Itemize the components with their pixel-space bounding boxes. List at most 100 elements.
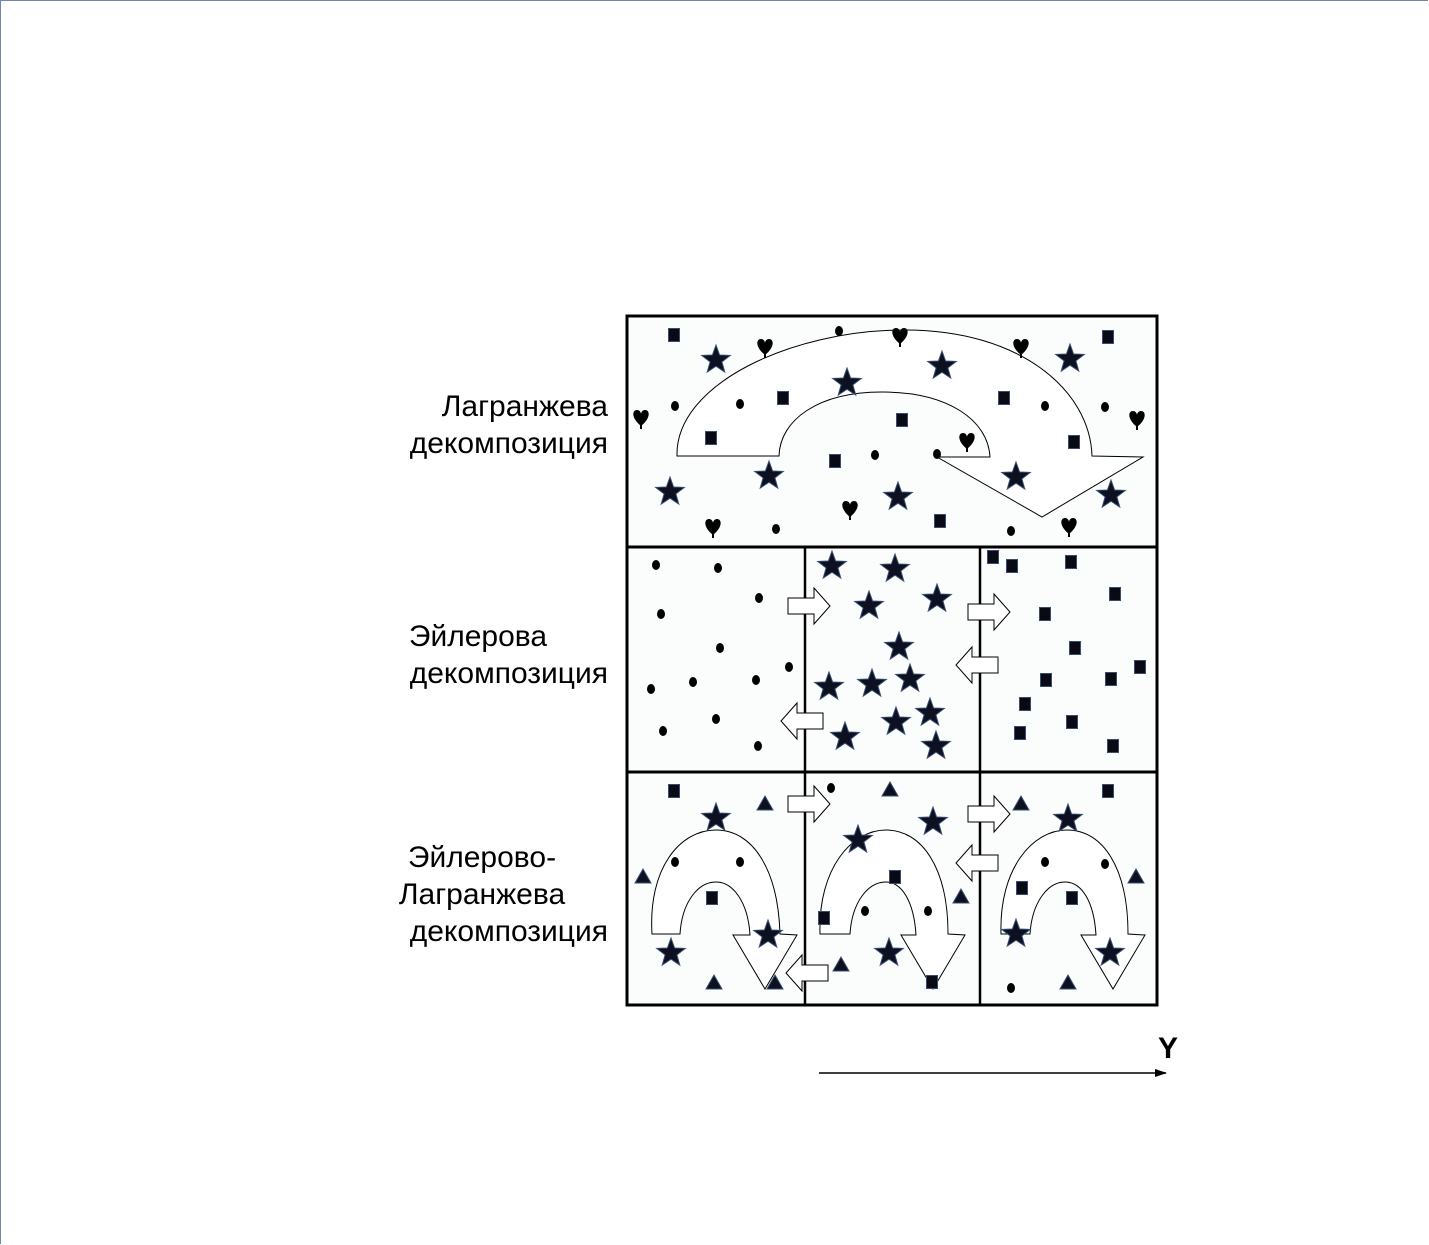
particle-star bbox=[842, 823, 874, 854]
particle-square bbox=[1066, 891, 1078, 905]
particle-circle bbox=[933, 449, 941, 459]
particle-square bbox=[1039, 607, 1051, 621]
panel-eulerian bbox=[625, 545, 1159, 774]
particle-square bbox=[1006, 559, 1018, 573]
particle-star bbox=[879, 552, 911, 583]
particle-heart bbox=[757, 339, 773, 355]
particle-heart bbox=[959, 433, 975, 449]
particle-square bbox=[889, 870, 901, 884]
particle-circle bbox=[755, 593, 763, 603]
particle-star bbox=[1094, 936, 1126, 967]
particle-square bbox=[1134, 660, 1146, 674]
particle-square bbox=[1107, 739, 1119, 753]
particle-star bbox=[700, 343, 732, 374]
label-lagrangian: Лагранжева декомпозиция bbox=[386, 388, 608, 462]
particle-square bbox=[777, 391, 789, 405]
label-line: декомпозиция bbox=[409, 427, 608, 460]
particle-circle bbox=[659, 726, 667, 736]
particle-square bbox=[1040, 673, 1052, 687]
exchange-arrow-left bbox=[785, 953, 829, 993]
particle-triangle bbox=[1012, 794, 1030, 811]
particle-heart bbox=[892, 328, 908, 344]
particle-circle bbox=[1007, 983, 1015, 993]
particle-circle bbox=[754, 741, 762, 751]
label-line: Эйлерова bbox=[408, 620, 548, 653]
particle-circle bbox=[835, 326, 843, 336]
exchange-arrow-right bbox=[967, 592, 1011, 632]
particle-circle bbox=[1007, 526, 1015, 536]
particle-star bbox=[829, 720, 861, 751]
exchange-arrow-right bbox=[967, 794, 1011, 834]
particle-heart bbox=[1061, 518, 1077, 534]
label-line: Эйлерово- bbox=[407, 841, 557, 874]
particle-star bbox=[752, 918, 784, 949]
particle-triangle bbox=[881, 780, 899, 797]
particle-star bbox=[1095, 478, 1127, 509]
particle-triangle bbox=[952, 887, 970, 904]
particle-triangle bbox=[1059, 973, 1077, 990]
particle-star bbox=[880, 705, 912, 736]
particle-circle bbox=[671, 857, 679, 867]
particle-star bbox=[1054, 342, 1086, 373]
particle-square bbox=[926, 975, 938, 989]
particle-star bbox=[1000, 917, 1032, 948]
particle-triangle bbox=[705, 973, 723, 990]
particle-circle bbox=[647, 684, 655, 694]
y-axis-label: Y bbox=[1158, 1032, 1179, 1065]
particle-circle bbox=[1101, 859, 1109, 869]
particle-square bbox=[1065, 555, 1077, 569]
particle-square bbox=[1016, 881, 1028, 895]
particle-square bbox=[829, 454, 841, 468]
particle-heart bbox=[842, 501, 858, 517]
particle-star bbox=[920, 729, 952, 760]
label-eulerian: Эйлерова декомпозиция bbox=[386, 618, 608, 692]
exchange-arrow-right bbox=[787, 784, 831, 824]
particle-circle bbox=[785, 662, 793, 672]
particle-star bbox=[816, 549, 848, 580]
particle-square bbox=[668, 784, 680, 798]
particle-star bbox=[753, 459, 785, 490]
particles bbox=[633, 326, 1146, 993]
label-line: Лагранжева bbox=[441, 390, 608, 423]
particle-star bbox=[654, 475, 686, 506]
particle-circle bbox=[716, 643, 724, 653]
particle-circle bbox=[714, 563, 722, 573]
particle-triangle bbox=[832, 955, 850, 972]
particle-star bbox=[914, 696, 946, 727]
particle-star bbox=[894, 662, 926, 693]
particle-square bbox=[1066, 715, 1078, 729]
exchange-arrow-left bbox=[955, 843, 999, 883]
particle-square bbox=[1102, 330, 1114, 344]
particle-square bbox=[1019, 697, 1031, 711]
particle-square bbox=[668, 328, 680, 342]
particle-square bbox=[998, 391, 1010, 405]
particle-circle bbox=[1101, 402, 1109, 412]
particle-square bbox=[987, 550, 999, 564]
particle-square bbox=[1105, 672, 1117, 686]
particle-star bbox=[831, 366, 863, 397]
particle-star bbox=[921, 582, 953, 613]
particle-circle bbox=[689, 677, 697, 687]
label-line: декомпозиция bbox=[409, 915, 608, 948]
particle-triangle bbox=[756, 794, 774, 811]
exchange-arrows bbox=[780, 586, 1011, 993]
particle-circle bbox=[1041, 401, 1049, 411]
particle-circle bbox=[712, 714, 720, 724]
trajectory-arrow bbox=[651, 829, 798, 990]
particle-square bbox=[705, 431, 717, 445]
panel-euler-lagrangian bbox=[625, 770, 1159, 1007]
particle-circle bbox=[827, 783, 835, 793]
particle-triangle bbox=[1127, 867, 1145, 884]
particle-circle bbox=[657, 609, 665, 619]
particle-circle bbox=[752, 675, 760, 685]
particle-star bbox=[853, 589, 885, 620]
particle-circle bbox=[736, 857, 744, 867]
particle-square bbox=[1014, 726, 1026, 740]
exchange-arrow-left bbox=[780, 701, 824, 741]
label-line: Лагранжева bbox=[398, 878, 566, 911]
particle-triangle bbox=[634, 867, 652, 884]
particle-circle bbox=[871, 450, 879, 460]
particle-star bbox=[856, 667, 888, 698]
particle-star bbox=[882, 480, 914, 511]
